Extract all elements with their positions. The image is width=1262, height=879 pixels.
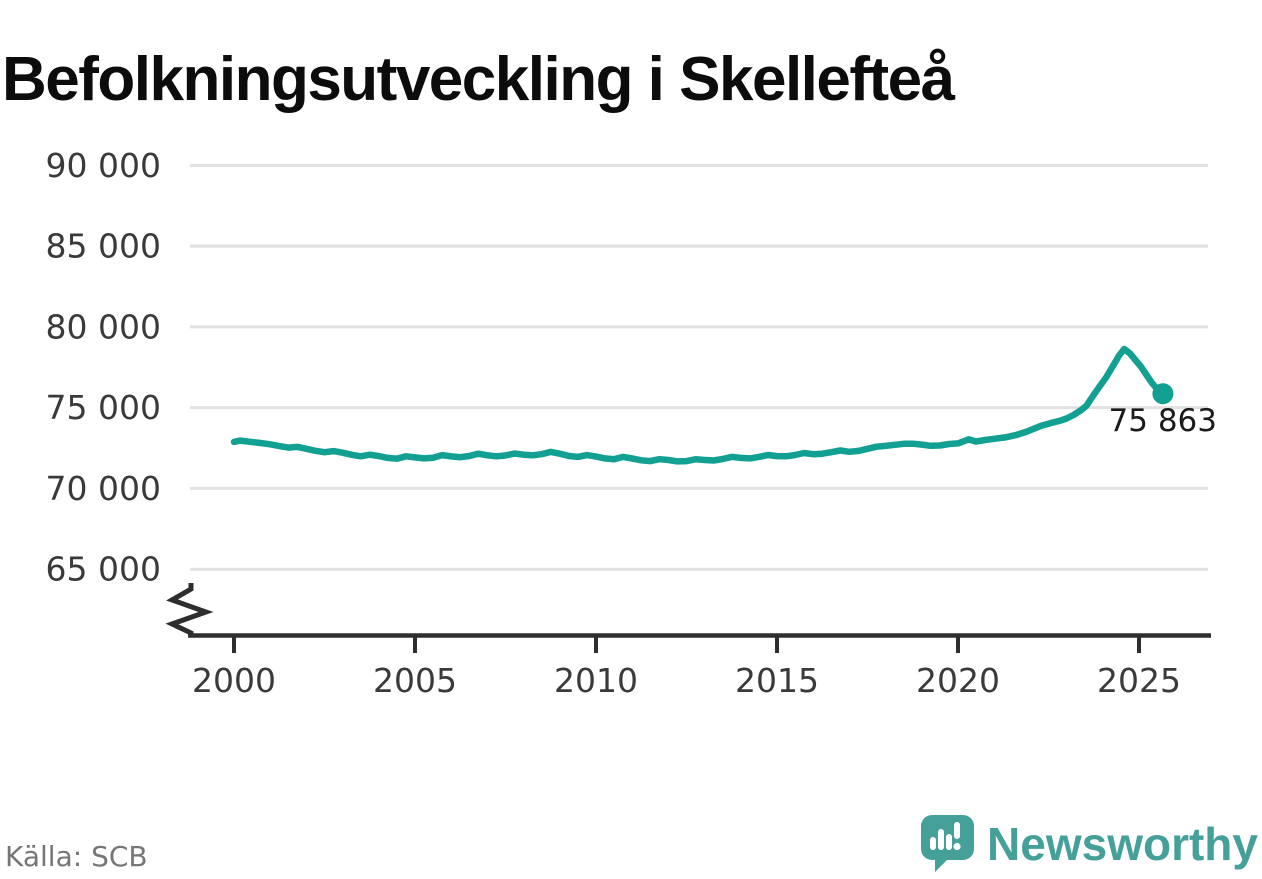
x-axis-labels: 2000 2005 2010 2015 2020 2025 <box>192 661 1181 700</box>
x-axis <box>188 633 1211 653</box>
latest-value-dot <box>1152 383 1174 405</box>
y-tick-label: 80 000 <box>46 307 161 346</box>
y-tick-label: 90 000 <box>46 146 161 185</box>
x-tick-label: 2005 <box>373 661 457 700</box>
latest-value-label: 75 863 <box>1109 403 1217 439</box>
y-tick-label: 85 000 <box>46 227 161 266</box>
newsworthy-bar-chart-icon <box>921 815 975 872</box>
axis-break-icon <box>165 583 214 636</box>
x-tick-label: 2020 <box>916 661 1000 700</box>
newsworthy-logo[interactable]: Newsworthy <box>921 815 1258 873</box>
source-caption: Källa: SCB <box>5 840 148 873</box>
y-axis-labels: 90 000 85 000 80 000 75 000 70 000 65 000 <box>46 146 161 589</box>
x-tick-label: 2010 <box>554 661 638 700</box>
x-tick-label: 2025 <box>1097 661 1181 700</box>
y-tick-label: 75 000 <box>46 388 161 427</box>
population-series-line <box>230 345 1167 465</box>
newsworthy-logo-text: Newsworthy <box>987 818 1258 870</box>
gridlines <box>190 163 1208 571</box>
x-tick-label: 2000 <box>192 661 276 700</box>
y-tick-label: 70 000 <box>46 469 161 508</box>
x-tick-label: 2015 <box>735 661 819 700</box>
y-tick-label: 65 000 <box>46 550 161 589</box>
chart-title: Befolkningsutveckling i Skellefteå <box>2 44 955 114</box>
